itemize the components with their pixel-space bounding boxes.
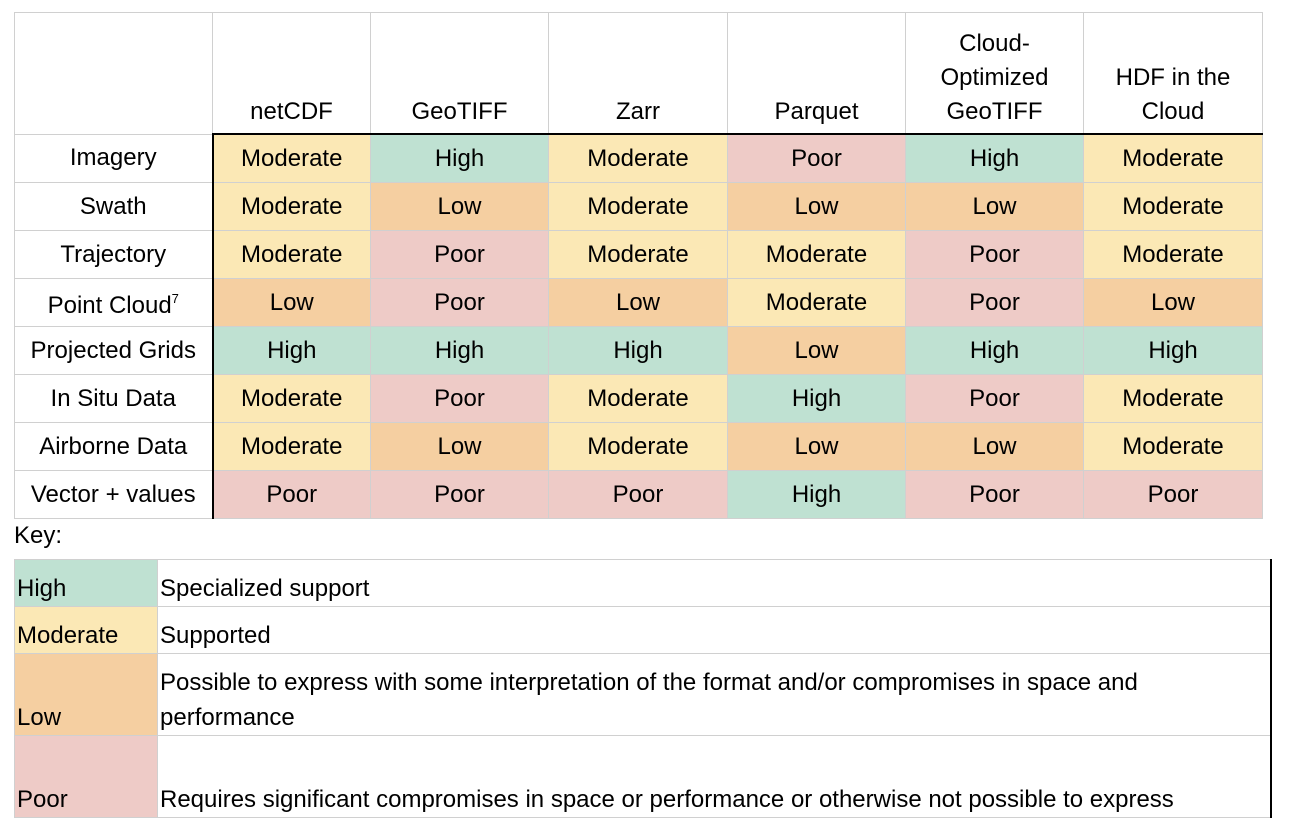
rating-cell: High: [212, 326, 371, 375]
header-row: netCDF GeoTIFF Zarr Parquet Cloud-Optimized …: [14, 12, 1263, 135]
key-description: Specialized support: [157, 559, 1272, 607]
key-description: Possible to express with some interpreta…: [157, 653, 1272, 736]
rating-cell: Poor: [370, 374, 549, 423]
rating-cell: Moderate: [548, 133, 728, 183]
rating-cell: Poor: [905, 230, 1084, 279]
rating-cell: Poor: [370, 230, 549, 279]
table-row: Swath Moderate Low Moderate Low Low Moderate: [14, 182, 1263, 231]
row-label: Trajectory: [60, 240, 167, 268]
rating-cell: Moderate: [1083, 133, 1263, 183]
row-label-cell: Point Cloud7: [14, 278, 214, 327]
row-label: Vector + values: [30, 480, 196, 508]
rating-cell: High: [370, 133, 549, 183]
rating-cell: Poor: [370, 278, 549, 327]
footnote-marker: 7: [171, 291, 179, 306]
key-label: Poor: [14, 735, 158, 818]
rating-cell: Poor: [370, 470, 549, 519]
rating-cell: High: [905, 133, 1084, 183]
rating-cell: Moderate: [212, 230, 371, 279]
rating-cell: Low: [905, 182, 1084, 231]
rating-cell: High: [727, 470, 906, 519]
table-row: Vector + values Poor Poor Poor High Poor Poor: [14, 470, 1263, 519]
table-row: In Situ Data Moderate Poor Moderate High Poor…: [14, 374, 1263, 423]
rating-cell: Low: [548, 278, 728, 327]
key-description: Supported: [157, 606, 1272, 654]
row-label-cell: Airborne Data: [14, 422, 214, 471]
column-header: Zarr: [548, 12, 728, 135]
rating-cell: Low: [370, 182, 549, 231]
rating-cell: Moderate: [548, 182, 728, 231]
key-table: High Specialized support Moderate Supported…: [14, 559, 1272, 818]
row-label: Projected Grids: [30, 336, 196, 364]
rating-cell: Moderate: [212, 133, 371, 183]
key-row: Low Possible to express with some interpr…: [14, 653, 1272, 736]
rating-cell: Low: [727, 422, 906, 471]
key-label: High: [14, 559, 158, 607]
rating-cell: Low: [727, 326, 906, 375]
row-label-cell: Imagery: [14, 133, 214, 183]
rating-cell: Poor: [905, 470, 1084, 519]
rating-cell: Poor: [1083, 470, 1263, 519]
key-row: Moderate Supported: [14, 606, 1272, 654]
row-label-cell: In Situ Data: [14, 374, 214, 423]
table-row: Imagery Moderate High Moderate Poor High Moder…: [14, 133, 1263, 183]
rating-cell: Low: [370, 422, 549, 471]
column-header: GeoTIFF: [370, 12, 549, 135]
format-table: netCDF GeoTIFF Zarr Parquet Cloud-Optimized …: [14, 12, 1263, 519]
key-label: Moderate: [14, 606, 158, 654]
row-label: Airborne Data: [39, 432, 188, 460]
corner-cell: [14, 12, 213, 135]
rating-cell: High: [905, 326, 1084, 375]
column-header: Parquet: [727, 12, 906, 135]
rating-cell: Moderate: [212, 182, 371, 231]
rating-cell: Moderate: [212, 422, 371, 471]
rating-cell: High: [1083, 326, 1263, 375]
rating-cell: Low: [1083, 278, 1263, 327]
key-label: Low: [14, 653, 158, 736]
row-label-cell: Trajectory: [14, 230, 214, 279]
rating-cell: Moderate: [727, 278, 906, 327]
table-row: Trajectory Moderate Poor Moderate Moderate Po…: [14, 230, 1263, 279]
row-label: Swath: [79, 192, 147, 220]
key-row: High Specialized support: [14, 559, 1272, 607]
column-header: HDF in the Cloud: [1083, 12, 1263, 135]
rating-cell: Moderate: [727, 230, 906, 279]
rating-cell: Low: [727, 182, 906, 231]
rating-cell: Poor: [727, 133, 906, 183]
row-label: Imagery: [69, 144, 157, 172]
rating-cell: Low: [905, 422, 1084, 471]
rating-cell: Low: [212, 278, 371, 327]
row-label-cell: Projected Grids: [14, 326, 214, 375]
rating-cell: Poor: [905, 374, 1084, 423]
rating-cell: Moderate: [548, 230, 728, 279]
table-row: Point Cloud7 Low Poor Low Moderate Poor Low: [14, 278, 1263, 327]
key-description: Requires significant compromises in spac…: [157, 735, 1272, 818]
column-header: netCDF: [212, 12, 371, 135]
row-label: In Situ Data: [50, 384, 176, 412]
rating-cell: Poor: [548, 470, 728, 519]
table-row: Airborne Data Moderate Low Moderate Low Low Mo…: [14, 422, 1263, 471]
row-label-cell: Swath: [14, 182, 214, 231]
row-label: Point Cloud: [47, 292, 172, 319]
rating-cell: Moderate: [1083, 230, 1263, 279]
rating-cell: High: [370, 326, 549, 375]
rating-cell: High: [727, 374, 906, 423]
key-title: Key:: [14, 522, 63, 549]
rating-cell: Moderate: [1083, 374, 1263, 423]
rating-cell: Moderate: [1083, 422, 1263, 471]
rating-cell: High: [548, 326, 728, 375]
rating-cell: Moderate: [548, 422, 728, 471]
rating-cell: Moderate: [1083, 182, 1263, 231]
rating-cell: Moderate: [212, 374, 371, 423]
rating-cell: Moderate: [548, 374, 728, 423]
key-row: Poor Requires significant compromises in …: [14, 735, 1272, 818]
row-label-cell: Vector + values: [14, 470, 214, 519]
column-header: Cloud-Optimized GeoTIFF: [905, 12, 1084, 135]
rating-cell: Poor: [212, 470, 371, 519]
rating-cell: Poor: [905, 278, 1084, 327]
table-row: Projected Grids High High High Low High High: [14, 326, 1263, 375]
